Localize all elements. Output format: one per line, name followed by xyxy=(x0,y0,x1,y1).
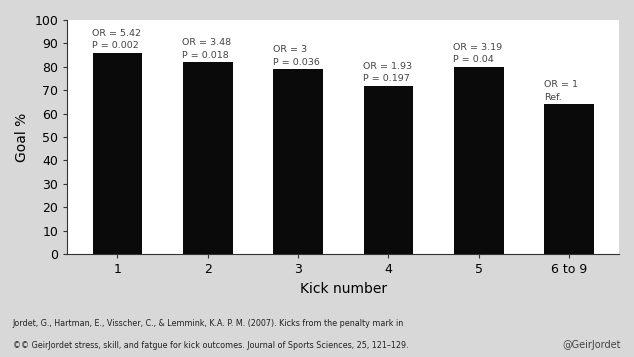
Bar xyxy=(363,86,413,254)
Text: OR = 1.93
P = 0.197: OR = 1.93 P = 0.197 xyxy=(363,62,412,83)
Text: OR = 5.42
P = 0.002: OR = 5.42 P = 0.002 xyxy=(92,29,141,50)
Text: OR = 3.19
P = 0.04: OR = 3.19 P = 0.04 xyxy=(453,43,503,65)
Text: @GeirJordet: @GeirJordet xyxy=(563,340,621,350)
Bar xyxy=(183,62,233,254)
Bar xyxy=(273,69,323,254)
X-axis label: Kick number: Kick number xyxy=(300,282,387,296)
Text: OR = 3
P = 0.036: OR = 3 P = 0.036 xyxy=(273,45,320,67)
Text: ©© GeirJordet stress, skill, and fatgue for kick outcomes. Journal of Sports Sci: ©© GeirJordet stress, skill, and fatgue … xyxy=(13,341,408,350)
Bar xyxy=(93,53,142,254)
Text: OR = 3.48
P = 0.018: OR = 3.48 P = 0.018 xyxy=(183,38,231,60)
Y-axis label: Goal %: Goal % xyxy=(15,112,29,162)
Bar xyxy=(544,104,594,254)
Text: Jordet, G., Hartman, E., Visscher, C., & Lemmink, K.A. P. M. (2007). Kicks from : Jordet, G., Hartman, E., Visscher, C., &… xyxy=(13,320,404,328)
Text: OR = 1
Ref.: OR = 1 Ref. xyxy=(544,80,578,102)
Bar xyxy=(454,67,503,254)
